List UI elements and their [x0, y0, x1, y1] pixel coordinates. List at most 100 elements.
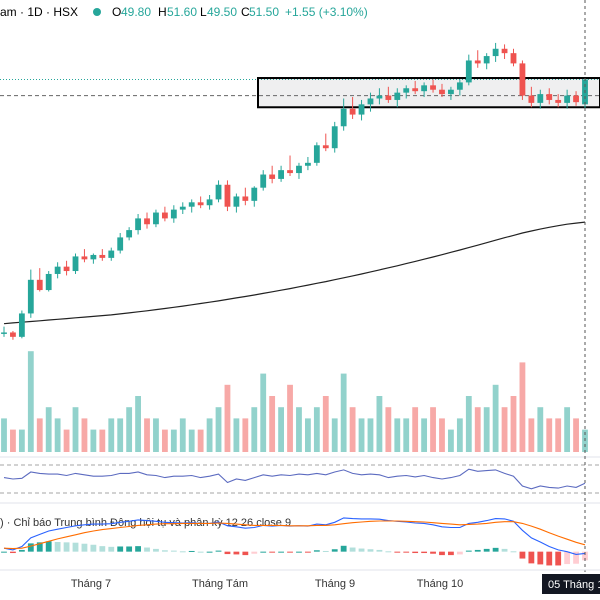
current-date-badge: [542, 574, 600, 594]
legend-header: am · 1D · HSX O 49.80 H 51.60 L 49.50 C …: [0, 5, 368, 19]
volume-bar: [54, 418, 61, 452]
macd-histogram-bar: [287, 551, 293, 553]
candle-body: [135, 218, 141, 231]
close-value: 51.50: [249, 5, 279, 19]
candle: [63, 260, 70, 276]
volume-bar: [144, 418, 150, 452]
candle-body: [1, 332, 7, 334]
macd-histogram-bar: [448, 551, 454, 556]
candle: [367, 92, 374, 112]
candle-body: [269, 174, 276, 179]
candle-body: [555, 99, 562, 103]
candle-body: [108, 250, 115, 258]
volume-bar: [45, 407, 52, 452]
candle-body: [161, 212, 168, 219]
volume-bar: [546, 418, 553, 452]
candle-body: [376, 95, 383, 99]
candle: [510, 48, 517, 67]
volume-bar: [537, 407, 544, 452]
open-value: 49.80: [121, 5, 151, 19]
macd-histogram-bar: [474, 549, 481, 552]
candle: [376, 88, 383, 105]
volume-bar: [161, 429, 168, 452]
volume-bar: [492, 384, 499, 452]
candle-body: [322, 145, 329, 149]
volume-bar: [153, 418, 159, 452]
macd-histogram-bar: [331, 549, 338, 552]
volume-bar: [179, 418, 186, 452]
volume-bar: [385, 407, 392, 452]
macd-histogram-bar: [582, 551, 588, 561]
candle: [161, 206, 168, 222]
candle: [215, 180, 222, 203]
volume-bar: [296, 407, 302, 452]
macd-histogram-bar: [179, 551, 186, 553]
volume-bar: [358, 418, 365, 452]
macd-histogram-bar: [18, 549, 25, 552]
candle: [439, 83, 445, 98]
volume-bars: [1, 351, 588, 452]
candle-body: [99, 254, 106, 258]
volume-bar: [439, 418, 445, 452]
candle: [322, 133, 329, 152]
candle: [403, 85, 410, 99]
consolidation-range-box[interactable]: [257, 77, 600, 109]
candle-body: [188, 202, 195, 207]
volume-bar: [421, 418, 428, 452]
x-tick-label: Tháng Tám: [192, 578, 248, 590]
macd-histogram-bar: [144, 547, 150, 552]
candle: [340, 98, 347, 131]
macd-histogram-bar: [126, 546, 133, 552]
macd-histogram-bar: [206, 551, 213, 553]
candle-body: [546, 94, 553, 100]
volume-bar: [313, 407, 320, 452]
candle-body: [403, 88, 410, 93]
volume-bar: [117, 418, 124, 452]
volume-bar: [403, 418, 410, 452]
candle: [36, 268, 43, 292]
candle-body: [492, 48, 499, 57]
candle: [448, 86, 454, 100]
candle: [1, 326, 7, 337]
macd-histogram-bar: [394, 551, 401, 553]
candle-body: [421, 85, 428, 92]
candle-body: [412, 88, 419, 92]
volume-bar: [448, 429, 454, 452]
candle: [465, 54, 472, 86]
low-value: 49.50: [207, 5, 237, 19]
macd-histogram-bar: [1, 551, 7, 553]
macd-histogram-bar: [510, 551, 517, 553]
macd-histogram-bar: [358, 548, 365, 552]
volume-bar: [278, 407, 284, 452]
candle: [260, 170, 267, 191]
macd-histogram-bar: [439, 551, 445, 556]
volume-bar: [99, 429, 106, 452]
volume-bar: [430, 407, 436, 452]
volume-bar: [465, 396, 472, 452]
macd-histogram-bar: [340, 545, 347, 552]
macd-histogram-bar: [90, 544, 97, 552]
macd-histogram-bar: [528, 551, 535, 564]
macd-histogram-bar: [224, 551, 231, 555]
candle: [269, 165, 276, 184]
macd-histogram-bar: [546, 551, 553, 566]
macd-histogram-bar: [27, 543, 34, 552]
candle-body: [483, 56, 490, 64]
candle: [430, 79, 436, 93]
candle: [421, 82, 428, 98]
candle: [224, 180, 231, 212]
candle-body: [385, 95, 392, 100]
candle: [233, 193, 240, 213]
macd-histogram-bar: [99, 546, 106, 552]
volume-bar: [135, 396, 141, 452]
candle-body: [537, 94, 544, 103]
candle-body: [313, 145, 320, 163]
volume-bar: [81, 418, 88, 452]
macd-histogram-bar: [170, 550, 177, 552]
candle-body: [260, 174, 267, 188]
candle: [117, 233, 124, 254]
candle: [170, 205, 177, 223]
candle: [492, 42, 499, 62]
